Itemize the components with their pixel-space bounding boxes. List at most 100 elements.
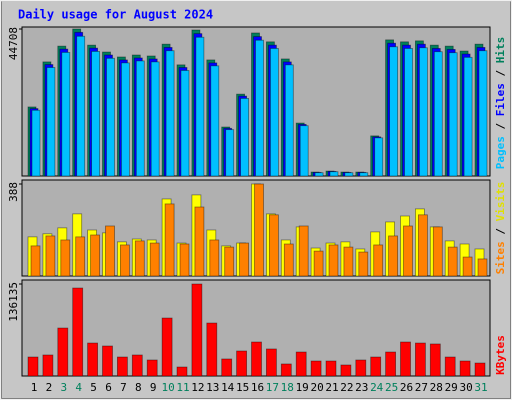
- x-tick-label: 9: [150, 381, 157, 394]
- bar: [120, 244, 130, 277]
- bar: [221, 358, 233, 377]
- x-tick-label: 17: [266, 381, 279, 394]
- bar: [131, 354, 143, 377]
- bar: [343, 246, 354, 277]
- bar: [462, 256, 473, 277]
- chart-title: Daily usage for August 2024: [18, 8, 213, 22]
- bar: [134, 240, 145, 277]
- bar: [325, 360, 337, 377]
- bar: [314, 172, 324, 177]
- x-tick-label: 6: [105, 381, 112, 394]
- x-tick-label: 5: [90, 381, 97, 394]
- x-tick-label: 23: [355, 381, 368, 394]
- bar: [180, 70, 190, 177]
- bar: [280, 363, 292, 377]
- x-tick-label: 13: [206, 381, 219, 394]
- bar: [340, 364, 352, 377]
- legend: Pages / Files / Hits: [494, 37, 507, 170]
- x-tick-label: 20: [310, 381, 323, 394]
- bar: [404, 48, 413, 177]
- bar: [239, 242, 250, 277]
- bar: [474, 362, 486, 377]
- bar: [75, 236, 86, 277]
- bar: [417, 214, 428, 277]
- bar: [448, 52, 458, 177]
- bar: [105, 225, 115, 277]
- bar: [210, 65, 220, 177]
- bar: [102, 345, 113, 377]
- y-tick-label: 44708: [7, 27, 20, 60]
- bar: [373, 244, 384, 277]
- x-tick-label: 12: [191, 381, 204, 394]
- x-tick-label: 28: [430, 381, 443, 394]
- legend-entry: Files: [494, 83, 507, 116]
- legend-entry: KBytes: [494, 335, 507, 375]
- bar: [46, 67, 56, 177]
- bar: [313, 250, 324, 277]
- bar: [295, 351, 307, 377]
- bar: [57, 327, 69, 377]
- legend-entry: Visits: [494, 182, 507, 222]
- bar: [477, 258, 488, 277]
- x-tick-label: 18: [281, 381, 294, 394]
- bar: [388, 235, 399, 277]
- bar: [414, 342, 426, 377]
- bar: [359, 172, 369, 177]
- bar: [195, 36, 205, 177]
- bar: [299, 125, 309, 177]
- x-tick-label: 1: [31, 381, 38, 394]
- bar: [90, 234, 100, 277]
- x-tick-label: 8: [135, 381, 142, 394]
- bar: [149, 242, 160, 277]
- bar: [191, 283, 203, 377]
- bar: [459, 360, 471, 377]
- bar: [150, 61, 160, 177]
- bar: [61, 51, 71, 177]
- x-tick-label: 7: [120, 381, 127, 394]
- bar: [45, 235, 56, 277]
- bar: [176, 366, 188, 377]
- x-tick-label: 31: [474, 381, 487, 394]
- x-tick-label: 30: [459, 381, 472, 394]
- bar: [432, 226, 443, 277]
- bar: [27, 356, 39, 377]
- bar: [31, 109, 41, 177]
- bar: [463, 56, 473, 177]
- legend-entry: Pages: [494, 136, 507, 169]
- bar: [60, 239, 71, 277]
- bar: [478, 50, 488, 177]
- bar: [447, 246, 458, 277]
- bar: [179, 243, 190, 277]
- bar: [265, 348, 277, 377]
- bar: [298, 225, 309, 277]
- bar: [91, 50, 100, 177]
- bar: [146, 359, 158, 377]
- x-tick-label: 19: [296, 381, 309, 394]
- x-tick-label: 4: [75, 381, 82, 394]
- bar: [344, 172, 354, 177]
- bar: [76, 35, 86, 177]
- bar: [389, 46, 399, 177]
- x-tick-label: 16: [251, 381, 264, 394]
- x-tick-label: 3: [60, 381, 67, 394]
- bar: [225, 129, 235, 177]
- bar: [30, 245, 41, 277]
- x-tick-label: 11: [176, 381, 189, 394]
- x-tick-label: 29: [445, 381, 458, 394]
- x-tick-label: 14: [221, 381, 235, 394]
- x-tick-label: 15: [236, 381, 249, 394]
- bar: [251, 341, 262, 377]
- y-tick-label: 136135: [7, 282, 20, 322]
- bar: [236, 350, 248, 377]
- bar: [194, 206, 205, 277]
- bar: [283, 243, 294, 277]
- y-tick-label: 388: [7, 182, 20, 202]
- bar: [329, 171, 339, 177]
- bar: [284, 64, 294, 177]
- bar: [370, 356, 382, 377]
- bar: [206, 322, 218, 377]
- bar: [161, 317, 173, 377]
- legend: Sites / Visits: [494, 182, 507, 275]
- legend-entry: Sites: [494, 241, 507, 274]
